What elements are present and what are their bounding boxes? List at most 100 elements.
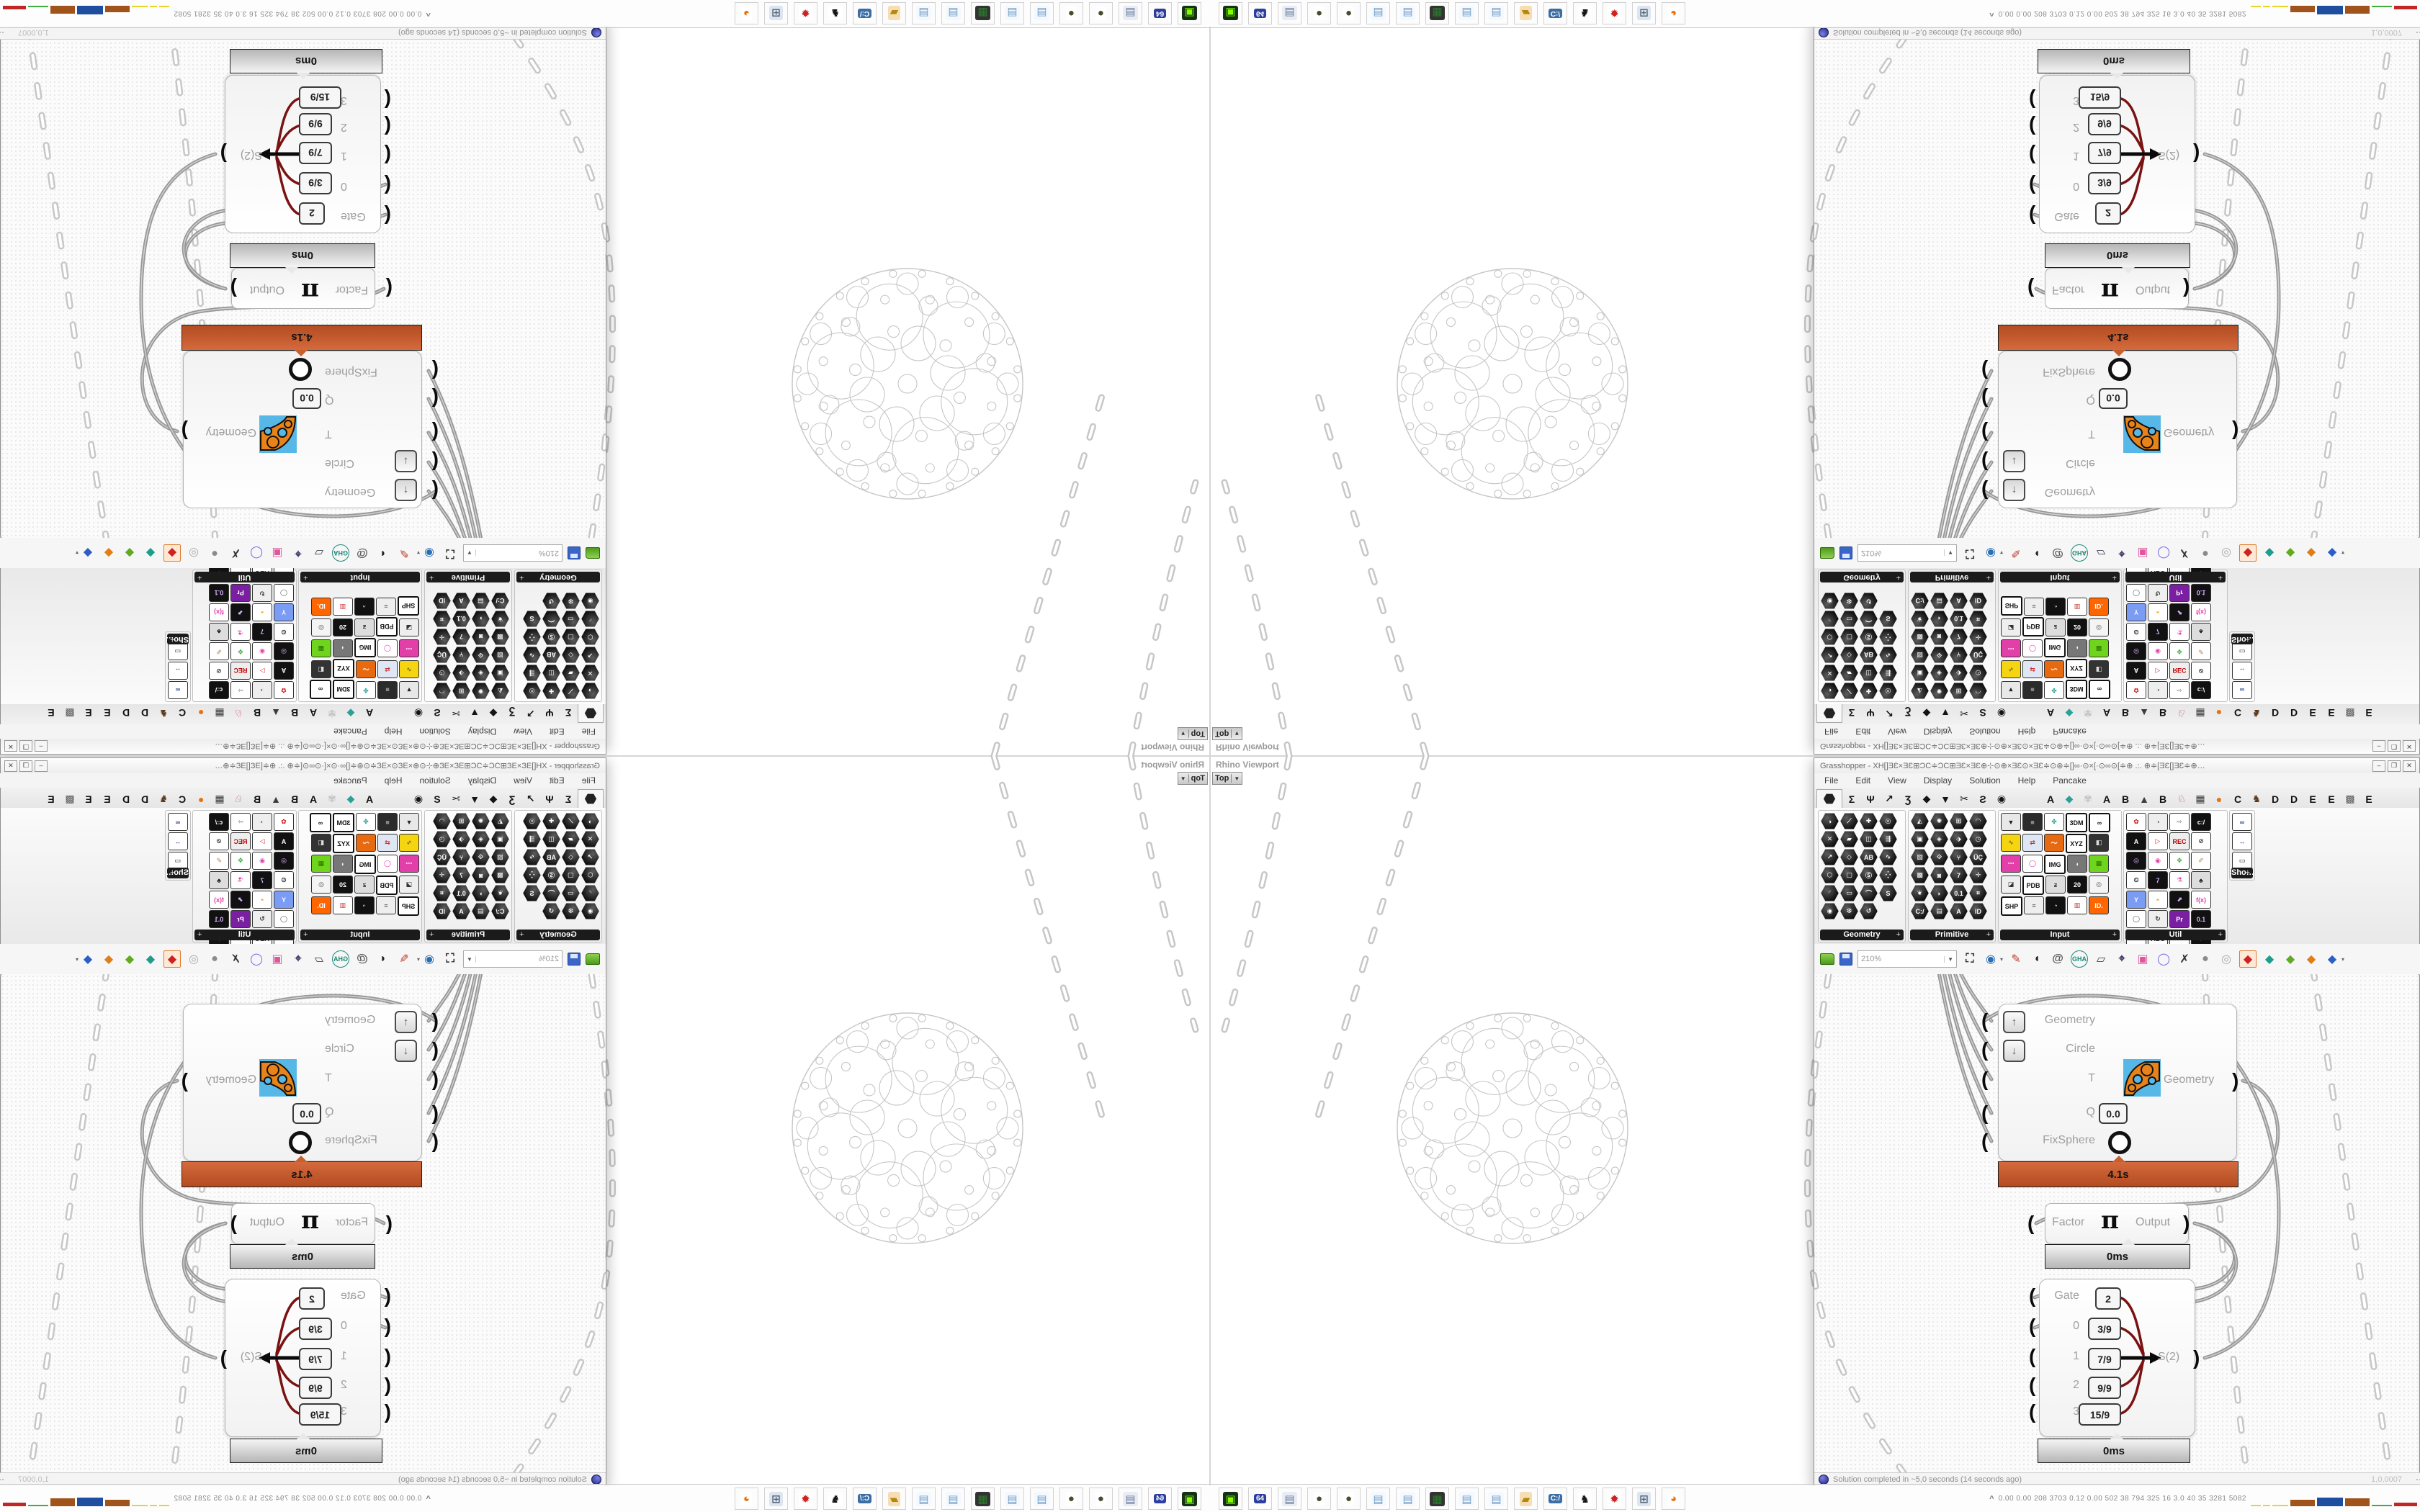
grasshopper-titlebar[interactable]: Grasshopper - XH[]ƎƐ×ƎƐ⊞ƆC≑ƆC⊞ƎƐ×ƎƐ⊕⊹⊙⊕×… xyxy=(1814,758,2419,774)
component-icon[interactable]: ID. xyxy=(2089,896,2109,914)
sketch-icon[interactable]: ✎ xyxy=(2011,953,2021,966)
component-icon[interactable]: REC xyxy=(2169,832,2190,850)
menu-item-help[interactable]: Help xyxy=(2017,775,2036,786)
component-icon[interactable]: ⚗ xyxy=(2169,623,2190,641)
component-icon[interactable]: ♣ xyxy=(209,623,229,641)
ribbon-tab-plugin[interactable]: ▦ xyxy=(2195,708,2205,719)
component-icon[interactable]: ◯ xyxy=(377,639,398,657)
component-icon[interactable]: ▢ xyxy=(562,629,580,645)
paint-icon[interactable]: ◖ xyxy=(2033,547,2040,559)
input-connector[interactable]: ( xyxy=(431,422,439,444)
gem-green-icon[interactable]: ◆ xyxy=(125,953,135,966)
value-box[interactable]: 9/9 xyxy=(2088,1377,2121,1399)
component-icon[interactable]: ⊘ xyxy=(209,662,229,680)
component-icon[interactable]: ▷ xyxy=(2148,662,2168,680)
component-icon[interactable]: 0.1 xyxy=(1950,885,1968,901)
ribbon-group-label[interactable]: Input + xyxy=(2000,930,2120,940)
grasshopper-canvas[interactable]: Geometry ) 4.1s ( Factor π Output ) 0ms xyxy=(1814,974,2418,1473)
gem-blue-icon[interactable]: ◆ xyxy=(2327,546,2337,559)
chevron-down-icon[interactable]: ▾ xyxy=(75,549,79,557)
expand-icon[interactable]: + xyxy=(303,930,308,939)
input-connector[interactable]: ( xyxy=(385,278,393,300)
minimize-button[interactable]: – xyxy=(2372,760,2385,772)
component-icon[interactable]: ◖ xyxy=(333,855,353,873)
resize-grip[interactable] xyxy=(0,32,4,33)
menu-item-display[interactable]: Display xyxy=(467,726,497,737)
expand-icon[interactable]: + xyxy=(1986,573,1991,582)
component-icon[interactable]: ▦ xyxy=(311,639,331,657)
component-icon[interactable]: ⟋ xyxy=(562,683,580,699)
component-icon[interactable]: ✐ xyxy=(2191,642,2211,660)
component-icon[interactable]: ◈ xyxy=(472,665,490,681)
ribbon-group-label[interactable]: Primitive + xyxy=(1910,930,1994,940)
component-icon[interactable]: ◠ xyxy=(433,813,451,829)
ribbon-tab-icon[interactable]: ✂ xyxy=(452,793,460,804)
component-icon[interactable]: ◔ xyxy=(354,896,375,914)
component-icon[interactable]: ◈ xyxy=(1930,665,1948,681)
ribbon-tab-icon[interactable]: Ψ xyxy=(545,707,554,719)
maximize-button[interactable]: ❒ xyxy=(2388,740,2401,752)
component-icon[interactable]: ▼ xyxy=(399,681,419,699)
component-icon[interactable]: ⚗ xyxy=(230,623,251,641)
component-icon[interactable]: ✛ xyxy=(433,629,451,645)
ribbon-tab-plugin[interactable]: ▲ xyxy=(271,793,281,805)
ribbon-tab-plugin[interactable]: B xyxy=(2121,707,2130,719)
component-icon[interactable]: ◗ xyxy=(1930,611,1948,627)
taskbar-button[interactable]: ◕ xyxy=(735,1488,758,1510)
resize-grip[interactable] xyxy=(0,1479,4,1480)
menu-item-edit[interactable]: Edit xyxy=(1855,726,1871,737)
component-icon[interactable]: ◷ xyxy=(1969,665,1987,681)
component-icon[interactable]: ⌗ xyxy=(433,885,451,901)
ribbon-tab-plugin[interactable]: ♘ xyxy=(233,708,243,719)
component-icon[interactable]: IMG xyxy=(354,638,376,657)
menu-item-pancake[interactable]: Pancake xyxy=(2053,775,2087,786)
ribbon-group-label[interactable]: Util + xyxy=(194,930,295,940)
component-icon[interactable]: ◯ xyxy=(2022,639,2043,657)
input-connector[interactable]: ( xyxy=(1981,1130,1989,1152)
component-icon[interactable]: ∞ xyxy=(168,681,188,699)
ribbon-tab-plugin[interactable]: A xyxy=(2046,793,2055,805)
menu-item-display[interactable]: Display xyxy=(1923,726,1953,737)
component-icon[interactable]: ▧ xyxy=(1911,647,1929,663)
component-icon[interactable]: ↔ xyxy=(168,832,188,850)
component-icon[interactable]: ∞ xyxy=(310,680,331,699)
ribbon-tab-plugin[interactable]: ▦ xyxy=(215,793,225,804)
gem-teal-icon[interactable]: ◆ xyxy=(145,953,156,966)
zoom-extents-icon[interactable]: ⛶ xyxy=(446,953,454,965)
menu-item-file[interactable]: File xyxy=(581,775,596,786)
component-icon[interactable]: ◠ xyxy=(1969,813,1987,829)
expand-icon[interactable]: + xyxy=(2112,930,2117,939)
component-icon[interactable]: ✥ xyxy=(2169,852,2190,870)
ribbon-tab-icon[interactable]: Ʒ xyxy=(508,793,516,805)
ribbon-tab-plugin[interactable]: E xyxy=(104,793,111,805)
menu-item-display[interactable]: Display xyxy=(1923,775,1953,786)
component-icon[interactable]: PDB xyxy=(376,617,398,636)
paint-icon[interactable]: ◖ xyxy=(380,547,387,559)
component-icon[interactable]: ◉ xyxy=(252,642,272,660)
component-icon[interactable]: ✕ xyxy=(1821,831,1839,847)
finder-icon[interactable]: ⌖ xyxy=(2118,953,2125,965)
component-icon[interactable]: ◗ xyxy=(1930,885,1948,901)
taskbar-button[interactable]: ▰ xyxy=(882,1488,906,1510)
taskbar-button[interactable]: ▤ xyxy=(1484,2,1508,24)
component-icon[interactable]: ↻ xyxy=(2148,584,2168,602)
component-icon[interactable]: C:/ xyxy=(1911,593,1929,609)
viewport-tab-top[interactable]: Top ▼ xyxy=(1177,727,1208,740)
component-icon[interactable]: ▢ xyxy=(1840,867,1858,883)
component-icon[interactable]: ◯ xyxy=(274,584,294,602)
ribbon-tab-plugin[interactable]: ♞ xyxy=(2251,708,2262,719)
taskbar-button[interactable]: ▰ xyxy=(882,2,906,24)
component-icon[interactable]: ◎ xyxy=(274,642,294,660)
component-icon[interactable]: IMG xyxy=(354,855,376,874)
component-icon[interactable]: ▷ xyxy=(252,832,272,850)
component-icon[interactable]: ⁛ xyxy=(1879,629,1897,645)
ribbon-tab-plugin[interactable]: ▩ xyxy=(2345,708,2355,719)
component-icon[interactable]: ◈ xyxy=(1930,831,1948,847)
ribbon-tab-plugin[interactable]: ▦ xyxy=(215,708,225,719)
taskbar-button[interactable]: ▦ xyxy=(971,1488,995,1510)
component-icon[interactable]: ◯ xyxy=(274,910,294,928)
component-icon[interactable]: ∞ xyxy=(310,813,331,832)
ribbon-tab-plugin[interactable]: A xyxy=(309,793,318,805)
ribbon-tab-plugin[interactable]: C xyxy=(178,707,187,719)
component-icon[interactable]: ∞ xyxy=(168,813,188,831)
